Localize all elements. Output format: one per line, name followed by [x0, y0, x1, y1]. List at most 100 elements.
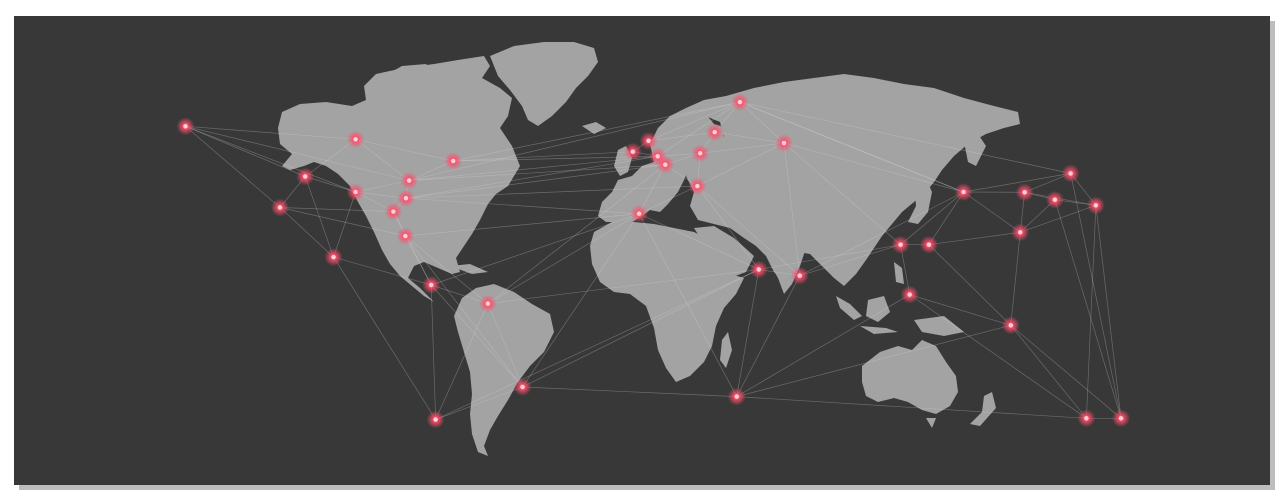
arctic-islands: [384, 64, 434, 86]
connection-line: [638, 213, 738, 397]
node-core: [1022, 190, 1027, 195]
city-node-stockholm: [705, 123, 724, 142]
connection-line: [405, 213, 640, 237]
borneo: [866, 296, 890, 322]
connection-line: [279, 207, 394, 212]
node-core: [1084, 416, 1089, 421]
city-node-east-india: [919, 235, 938, 254]
city-node-guiana: [478, 294, 497, 313]
node-core: [695, 183, 700, 189]
connection-line: [714, 131, 785, 144]
connection-line: [783, 142, 901, 245]
connection-line: [435, 303, 489, 420]
connection-line: [736, 396, 1087, 419]
connection-line: [409, 164, 666, 181]
connection-line: [430, 284, 523, 388]
node-core: [429, 282, 434, 288]
city-node-rio: [513, 377, 532, 396]
connection-line: [405, 197, 640, 215]
iceland: [582, 122, 606, 134]
city-node-sydney: [1112, 409, 1131, 428]
connection-line: [799, 191, 964, 277]
connection-line: [453, 156, 658, 162]
city-node-japan: [1086, 196, 1105, 215]
connection-line: [697, 185, 800, 276]
connection-line: [355, 139, 410, 181]
connection-line: [638, 164, 666, 214]
connection-line: [431, 213, 640, 286]
city-node-arabia: [790, 266, 809, 285]
connection-line: [900, 191, 964, 245]
south-america-landmass: [454, 284, 554, 456]
connection-line: [1095, 205, 1122, 419]
city-node-central-asia: [954, 183, 973, 201]
caribbean-islands: [450, 264, 488, 274]
city-node-rome: [688, 177, 707, 196]
connection-line: [648, 131, 715, 142]
connection-line: [522, 213, 640, 388]
asia-landmass: [686, 74, 1020, 286]
connection-line: [909, 294, 1087, 419]
baffin-island: [444, 76, 490, 120]
connection-line: [185, 126, 281, 208]
node-core: [391, 209, 396, 214]
node-core: [926, 242, 932, 247]
node-core: [1118, 416, 1124, 421]
world-map-panel: [14, 16, 1270, 485]
node-core: [1068, 171, 1073, 176]
connection-line: [409, 156, 658, 181]
node-core: [630, 149, 635, 154]
australia-landmass: [862, 340, 958, 414]
connection-line: [333, 256, 432, 286]
connection-line: [185, 125, 356, 140]
connection-line: [405, 235, 432, 286]
node-core: [712, 129, 717, 135]
node-core: [655, 154, 660, 159]
city-node-manchuria: [1061, 164, 1080, 183]
new-guinea: [914, 316, 964, 336]
connection-line: [304, 139, 356, 177]
connection-line: [739, 101, 964, 193]
connection-line: [405, 235, 489, 304]
node-core: [663, 162, 668, 167]
connection-line: [1020, 205, 1096, 233]
node-core: [303, 174, 308, 179]
node-core: [485, 301, 491, 306]
city-node-cape-town: [727, 387, 746, 406]
city-node-california: [271, 198, 289, 217]
connection-line: [1086, 205, 1097, 419]
city-node-great-plains: [346, 183, 365, 201]
connection-line: [487, 303, 523, 388]
city-node-china-south: [1011, 223, 1030, 242]
connection-line: [522, 386, 737, 397]
connection-line: [487, 164, 666, 304]
connection-line: [487, 213, 640, 304]
node-core: [898, 242, 903, 247]
node-core: [698, 151, 703, 156]
north-america-landmass: [278, 56, 520, 302]
connection-line: [736, 324, 1011, 397]
node-core: [331, 254, 336, 260]
node-core: [1008, 323, 1013, 328]
connection-line: [783, 142, 964, 193]
connection-line: [736, 275, 801, 397]
philippines: [894, 262, 904, 284]
node-core: [406, 178, 412, 183]
connection-line: [963, 173, 1071, 193]
city-node-atlanta: [384, 202, 403, 221]
java: [860, 326, 898, 334]
connection-line: [430, 284, 436, 420]
city-node-central-india: [891, 235, 910, 254]
connection-line: [799, 244, 901, 277]
city-node-moscow: [775, 134, 793, 153]
node-core: [636, 211, 642, 216]
connection-line: [697, 185, 760, 270]
city-node-east-coast: [397, 189, 415, 208]
connection-line: [333, 191, 356, 258]
city-node-mexico: [324, 248, 343, 267]
connection-line: [928, 244, 1012, 326]
node-core: [353, 189, 358, 195]
connection-line: [522, 269, 759, 388]
sumatra: [836, 296, 862, 320]
node-core: [797, 273, 802, 278]
